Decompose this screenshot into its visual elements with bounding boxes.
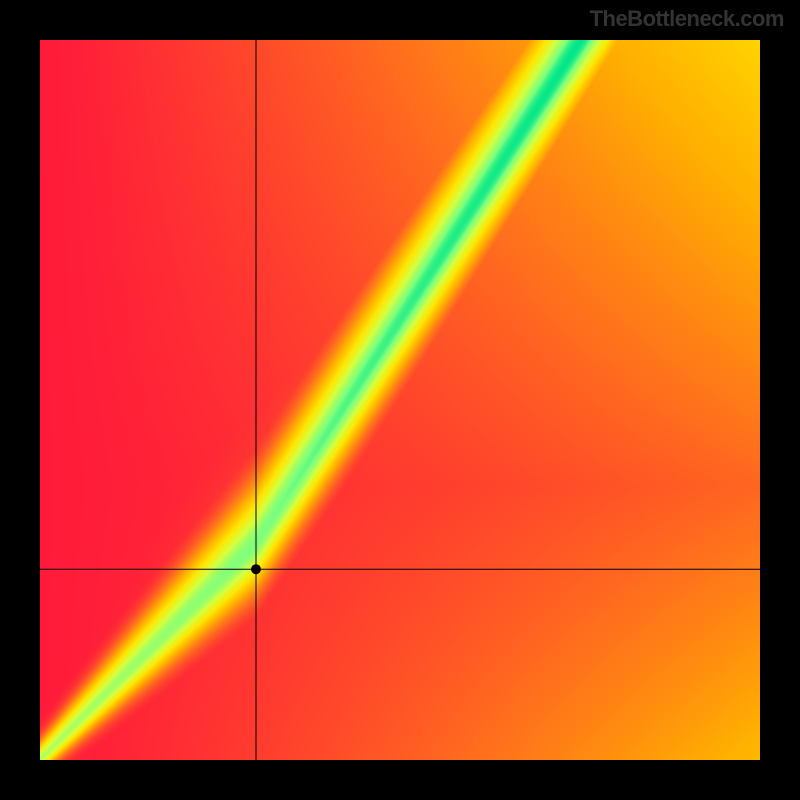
heatmap-plot [40, 40, 760, 760]
watermark-text: TheBottleneck.com [590, 6, 784, 32]
heatmap-canvas [40, 40, 760, 760]
